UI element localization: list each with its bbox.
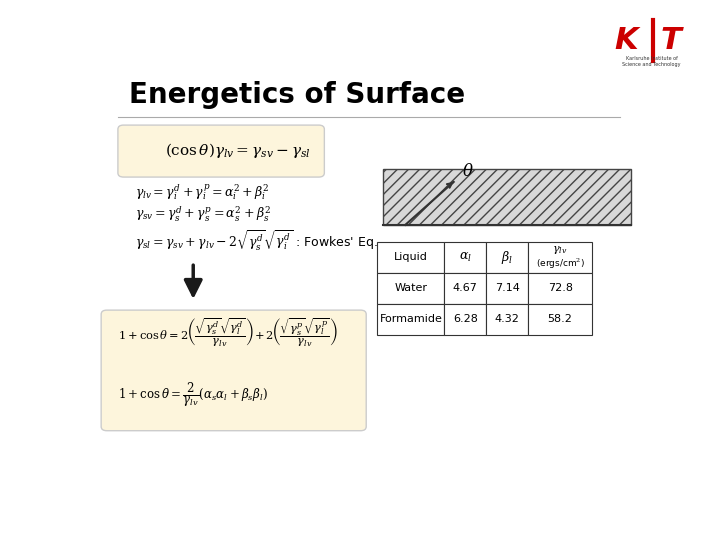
Text: $1+\cos\theta = \dfrac{2}{\gamma_{lv}}(\alpha_s\alpha_l + \beta_s\beta_l)$: $1+\cos\theta = \dfrac{2}{\gamma_{lv}}(\…	[118, 382, 268, 409]
Text: Karlsruhe Institute of
Science and Technology: Karlsruhe Institute of Science and Techn…	[622, 56, 681, 67]
Text: $(\cos\theta)\gamma_{lv} = \gamma_{sv} - \gamma_{sl}$: $(\cos\theta)\gamma_{lv} = \gamma_{sv} -…	[166, 141, 311, 160]
Text: T: T	[661, 25, 682, 55]
Text: (ergs/cm$^2$): (ergs/cm$^2$)	[536, 257, 585, 272]
Text: $1+\cos\theta = 2\!\left(\dfrac{\sqrt{\gamma_s^d}\sqrt{\gamma_l^d}}{\gamma_{lv}}: $1+\cos\theta = 2\!\left(\dfrac{\sqrt{\g…	[118, 317, 338, 349]
Bar	[486, 273, 528, 304]
Bar	[444, 273, 486, 304]
Text: Water: Water	[395, 284, 428, 293]
Bar	[486, 241, 528, 273]
Bar	[444, 304, 486, 335]
Text: 7.14: 7.14	[495, 284, 520, 293]
Text: $\gamma_{lv} = \gamma_i^d + \gamma_i^p = \alpha_i^2 + \beta_i^2$: $\gamma_{lv} = \gamma_i^d + \gamma_i^p =…	[135, 182, 269, 201]
Text: $\gamma_{lv}$: $\gamma_{lv}$	[552, 244, 568, 255]
Bar	[377, 241, 444, 273]
Text: $\alpha_l$: $\alpha_l$	[459, 251, 472, 264]
Text: 72.8: 72.8	[548, 284, 572, 293]
Bar	[528, 304, 592, 335]
Text: 58.2: 58.2	[548, 314, 572, 325]
Text: 4.32: 4.32	[495, 314, 520, 325]
Text: Liquid: Liquid	[394, 252, 428, 262]
Text: Formamide: Formamide	[379, 314, 442, 325]
FancyBboxPatch shape	[101, 310, 366, 431]
Bar	[377, 273, 444, 304]
Text: 4.67: 4.67	[453, 284, 477, 293]
Bar	[528, 273, 592, 304]
Bar	[444, 241, 486, 273]
Text: 6.28: 6.28	[453, 314, 477, 325]
Bar	[486, 304, 528, 335]
FancyBboxPatch shape	[118, 125, 324, 177]
Text: K: K	[614, 25, 638, 55]
Bar	[383, 168, 631, 225]
Text: Energetics of Surface: Energetics of Surface	[129, 82, 465, 110]
Text: $\gamma_{sv} = \gamma_s^d + \gamma_s^p = \alpha_s^2 + \beta_s^2$: $\gamma_{sv} = \gamma_s^d + \gamma_s^p =…	[135, 205, 271, 224]
Text: $\beta_l$: $\beta_l$	[501, 248, 513, 266]
Text: $\theta$: $\theta$	[462, 162, 474, 180]
Text: $\gamma_{sl} = \gamma_{sv} + \gamma_{lv} - 2\sqrt{\gamma_s^d}\sqrt{\gamma_i^d}$ : $\gamma_{sl} = \gamma_{sv} + \gamma_{lv}…	[135, 228, 377, 253]
Bar	[377, 304, 444, 335]
Bar	[528, 241, 592, 273]
